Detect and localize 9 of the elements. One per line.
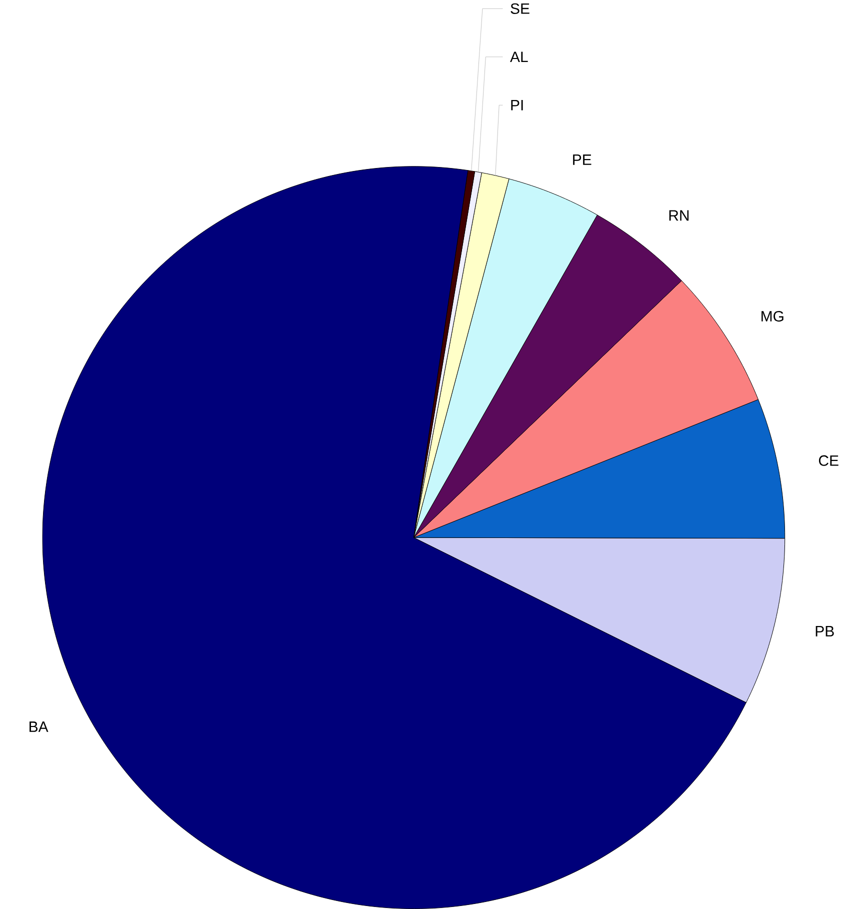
slice-label: MG — [761, 310, 784, 322]
slice-label: PB — [816, 626, 834, 636]
slice-label: CE — [818, 455, 838, 466]
slice-label: SE — [510, 3, 530, 14]
slice-label: AL — [510, 52, 528, 62]
slice-label: RN — [669, 210, 688, 221]
slice-label: BA — [29, 722, 48, 732]
slice-label: PI — [511, 100, 523, 110]
slice-label: PE — [572, 154, 592, 165]
